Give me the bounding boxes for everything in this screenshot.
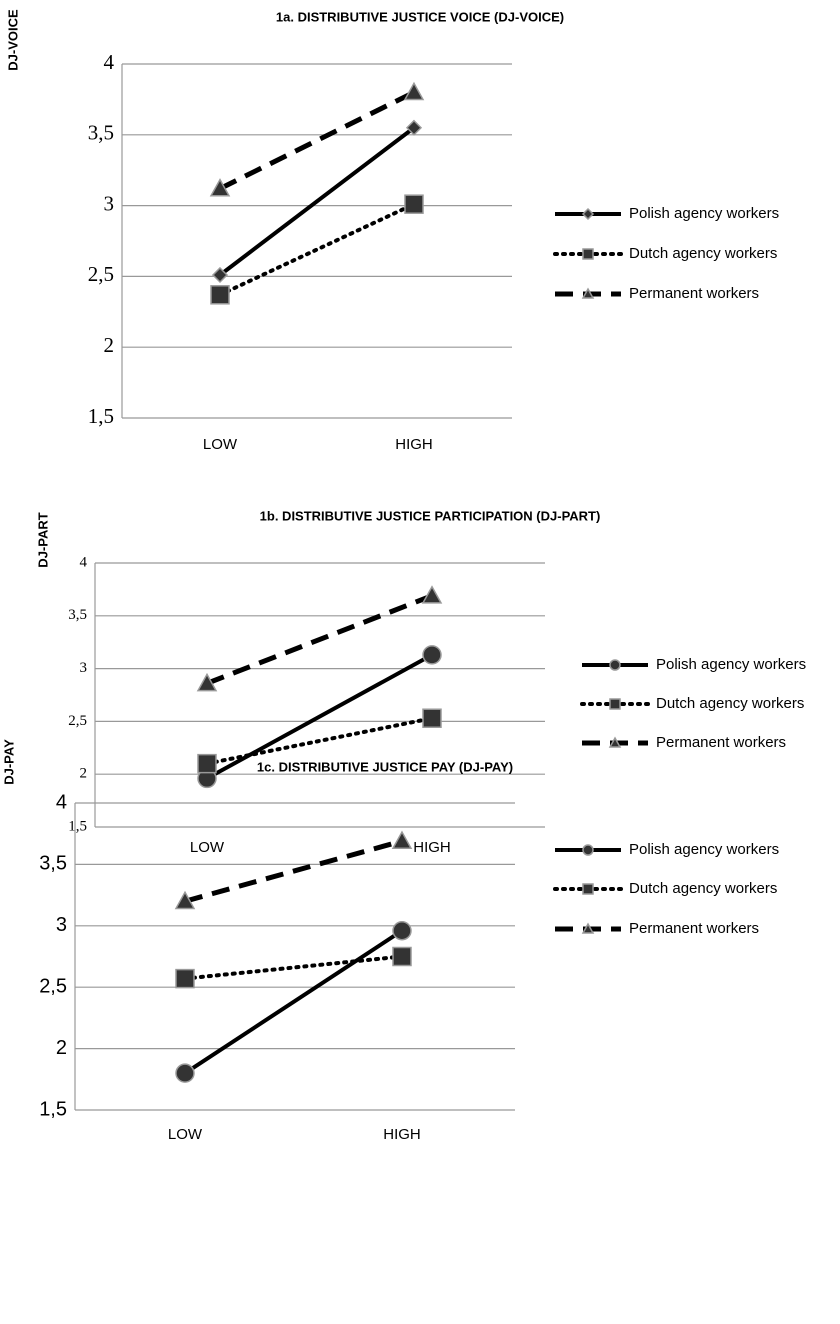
chart-title: 1c. DISTRIBUTIVE JUSTICE PAY (DJ-PAY): [257, 759, 513, 774]
y-tick-label: 2,5: [88, 262, 114, 286]
legend-label: Permanent workers: [629, 920, 759, 937]
legend-label: Polish agency workers: [629, 841, 779, 858]
marker: [175, 968, 195, 989]
marker: [608, 736, 622, 748]
y-tick-label: 3,5: [68, 607, 87, 623]
marker: [609, 659, 621, 671]
x-tick-label: LOW: [190, 839, 225, 856]
x-tick-label: HIGH: [395, 436, 433, 453]
y-tick-label: 2,5: [68, 713, 87, 729]
y-tick-label: 2: [104, 333, 115, 357]
series-line: [206, 593, 433, 686]
series-line: [218, 202, 416, 297]
marker: [196, 672, 218, 692]
y-tick-label: 1,5: [39, 1098, 67, 1120]
y-tick-label: 4: [104, 50, 115, 74]
marker: [392, 920, 412, 941]
x-tick-label: LOW: [203, 436, 238, 453]
chart-title: 1a. DISTRIBUTIVE JUSTICE VOICE (DJ-VOICE…: [276, 9, 564, 24]
legend-label: Polish agency workers: [656, 656, 806, 673]
y-tick-label: 4: [56, 791, 67, 813]
marker: [582, 883, 594, 895]
series-line: [183, 929, 404, 1075]
legend-label: Permanent workers: [656, 734, 786, 751]
marker: [174, 890, 196, 910]
marker: [197, 753, 217, 774]
y-tick-label: 2,5: [39, 975, 67, 997]
marker: [175, 1063, 195, 1083]
marker: [609, 698, 621, 710]
legend-label: Polish agency workers: [629, 205, 779, 222]
chart-title: 1b. DISTRIBUTIVE JUSTICE PARTICIPATION (…: [260, 508, 601, 523]
legend-label: Permanent workers: [629, 285, 759, 302]
series-line: [218, 126, 416, 277]
marker: [405, 119, 423, 136]
marker: [582, 844, 594, 856]
y-tick-label: 3,5: [88, 121, 114, 145]
x-tick-label: LOW: [168, 1126, 203, 1143]
y-tick-label: 3: [80, 660, 88, 676]
marker: [422, 645, 442, 665]
y-tick-label: 1,5: [88, 404, 114, 428]
series-line: [206, 653, 433, 781]
marker: [582, 248, 594, 260]
marker: [404, 194, 424, 214]
y-tick-label: 3,5: [39, 853, 67, 875]
legend-label: Dutch agency workers: [629, 245, 777, 262]
y-tick-label: 4: [80, 554, 88, 570]
marker: [209, 178, 231, 197]
y-tick-label: 2: [56, 1037, 67, 1059]
marker: [210, 285, 230, 305]
marker: [581, 287, 595, 299]
x-tick-label: HIGH: [413, 839, 451, 856]
legend-label: Dutch agency workers: [629, 880, 777, 897]
marker: [403, 81, 425, 101]
marker: [391, 830, 413, 850]
y-tick-label: 2: [80, 766, 88, 782]
series-line: [184, 838, 403, 904]
marker: [392, 946, 412, 967]
series-line: [218, 90, 416, 191]
y-tick-label: 3: [104, 191, 115, 215]
series-line: [205, 716, 434, 766]
marker: [581, 922, 595, 934]
x-tick-label: HIGH: [383, 1126, 421, 1143]
y-axis-label: DJ-PART: [35, 512, 50, 567]
legend-label: Dutch agency workers: [656, 695, 804, 712]
y-tick-label: 3: [56, 914, 67, 936]
series-line: [183, 954, 404, 981]
marker: [211, 266, 229, 284]
marker: [421, 585, 443, 604]
y-axis-label: DJ-PAY: [1, 739, 16, 785]
y-tick-label: 1,5: [68, 818, 87, 834]
marker: [581, 207, 595, 221]
y-axis-label: DJ-VOICE: [5, 9, 20, 71]
marker: [422, 708, 442, 728]
